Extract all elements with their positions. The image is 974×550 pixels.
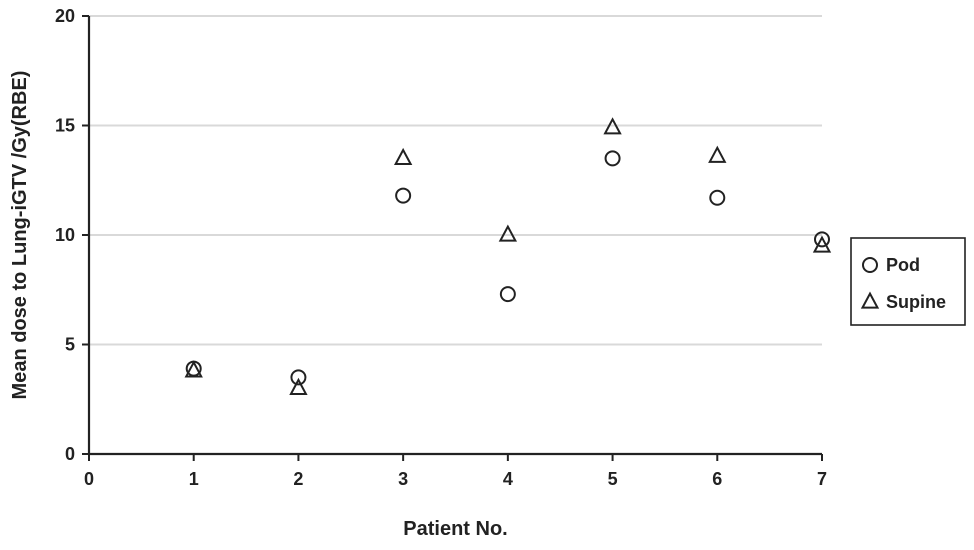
tick-marks [82,15,823,461]
series-supine [184,117,832,395]
x-tick-label-6: 6 [712,469,722,489]
point-supine-5 [603,117,622,135]
tick-labels: 0 5 10 15 20 0 1 2 3 4 5 6 7 [55,6,827,489]
data-points [184,117,832,395]
x-tick-label-1: 1 [189,469,199,489]
gridlines [89,15,822,346]
point-pod-7 [814,231,830,248]
legend-label-pod: Pod [886,255,920,275]
point-supine-2 [289,377,308,395]
legend-marker-pod [862,257,878,273]
y-tick-label-2: 10 [55,225,75,245]
x-tick-label-5: 5 [608,469,618,489]
point-pod-6 [709,189,726,206]
x-tick-label-2: 2 [293,469,303,489]
series-pod [185,150,830,386]
point-supine-1 [184,360,203,378]
y-tick-label-3: 15 [55,116,75,136]
y-tick-label-0: 0 [65,444,75,464]
legend-box [850,237,966,326]
x-tick-label-4: 4 [503,469,513,489]
point-supine-6 [708,145,727,163]
y-tick-label-4: 20 [55,6,75,26]
point-pod-5 [604,150,621,167]
point-supine-3 [393,147,413,166]
point-supine-7 [812,235,832,253]
x-tick-label-0: 0 [84,469,94,489]
x-tick-label-7: 7 [817,469,827,489]
y-tick-label-1: 5 [65,335,75,355]
point-pod-4 [499,286,516,303]
legend-marker-supine [860,291,880,309]
y-axis-title: Mean dose to Lung-iGTV /Gy(RBE) [9,71,31,400]
point-supine-4 [498,224,518,242]
legend-label-supine: Supine [886,292,946,312]
x-axis-title: Patient No. [403,518,507,540]
point-pod-2 [290,369,307,386]
legend-items: Pod Supine [860,255,946,312]
x-tick-label-3: 3 [398,469,408,489]
legend: Pod Supine [850,237,966,326]
point-pod-3 [395,187,412,204]
